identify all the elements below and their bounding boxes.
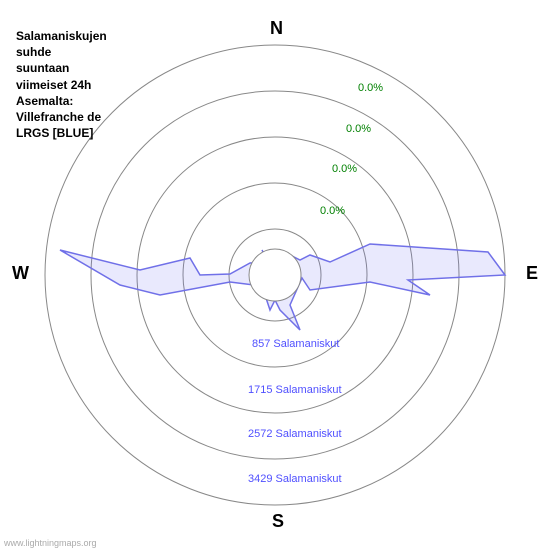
ring-value-label: 2572 Salamaniskut — [248, 428, 342, 440]
ring-pct-label: 0.0% — [332, 163, 357, 175]
chart-title: Salamaniskujen suhde suuntaan viimeiset … — [16, 28, 107, 141]
ring-value-label: 3429 Salamaniskut — [248, 473, 342, 485]
footer-link: www.lightningmaps.org — [4, 538, 97, 548]
ring-pct-label: 0.0% — [358, 82, 383, 94]
cardinal-e: E — [526, 263, 538, 284]
ring-pct-label: 0.0% — [346, 123, 371, 135]
polar-chart: Salamaniskujen suhde suuntaan viimeiset … — [0, 0, 550, 550]
ring-value-label: 857 Salamaniskut — [252, 338, 339, 350]
center-circle — [249, 249, 301, 301]
cardinal-n: N — [270, 18, 283, 39]
ring-value-label: 1715 Salamaniskut — [248, 384, 342, 396]
cardinal-w: W — [12, 263, 29, 284]
cardinal-s: S — [272, 511, 284, 532]
ring-pct-label: 0.0% — [320, 205, 345, 217]
